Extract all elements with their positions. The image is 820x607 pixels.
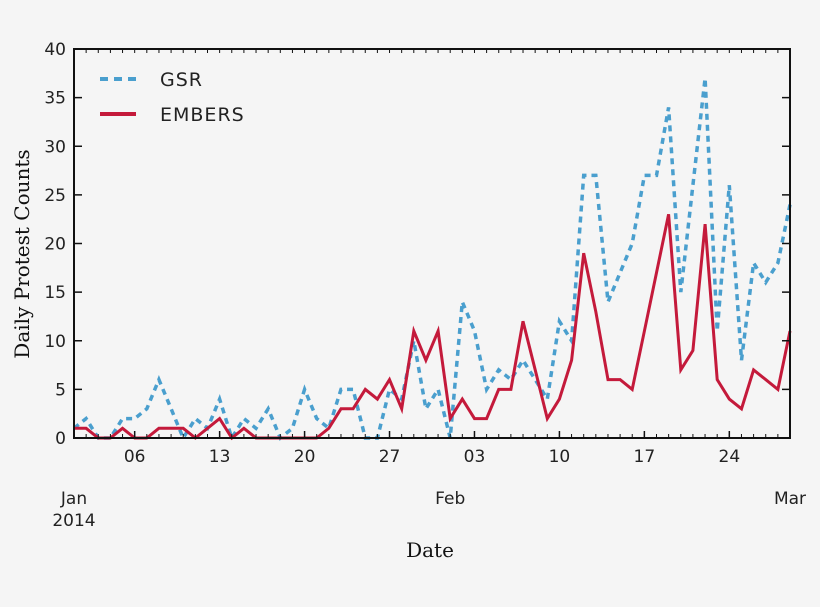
x-tick-label: 06	[124, 447, 146, 467]
x-tick-label: 13	[209, 447, 231, 467]
x-axis-title: Date	[406, 538, 454, 562]
plot-lines	[72, 78, 792, 443]
legend-embers-label: EMBERS	[160, 104, 245, 126]
axis-ticks	[73, 48, 791, 439]
x-month-label: Feb	[435, 489, 465, 509]
legend: GSR EMBERS	[100, 69, 245, 126]
x-tick-label: 10	[549, 447, 571, 467]
y-tick-label: 35	[44, 89, 66, 109]
series-line-gsr	[72, 78, 792, 443]
y-tick-label: 0	[55, 429, 66, 449]
series-line-embers	[74, 213, 792, 441]
y-tick-label: 25	[44, 186, 66, 206]
y-tick-label: 40	[44, 40, 66, 60]
y-tick-label: 5	[55, 380, 66, 400]
x-year-label: 2014	[52, 511, 95, 531]
y-tick-label: 15	[44, 283, 66, 303]
x-month-label: Mar	[774, 489, 806, 509]
x-tick-label: 24	[719, 447, 741, 467]
x-tick-label: 17	[634, 447, 656, 467]
legend-gsr-label: GSR	[160, 69, 203, 91]
y-tick-label: 30	[44, 137, 66, 157]
x-month-label: Jan	[60, 489, 87, 509]
y-axis-title: Daily Protest Counts	[10, 149, 34, 358]
x-tick-label: 03	[464, 447, 486, 467]
y-tick-label: 20	[44, 235, 66, 255]
x-tick-label: 20	[294, 447, 316, 467]
x-tick-label: 27	[379, 447, 401, 467]
y-tick-label: 10	[44, 332, 66, 352]
